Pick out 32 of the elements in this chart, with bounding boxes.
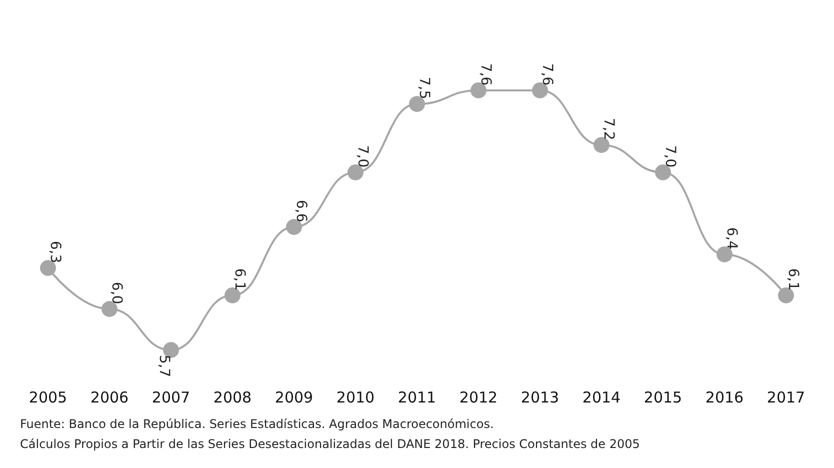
data-label: 6,3 bbox=[47, 240, 63, 264]
text: Cálculos Propios a Partir de las Series Desestacionalizadas del DANE 2018. Precios Constantes de 2005 bbox=[20, 437, 640, 451]
x-tick-label: 2012 bbox=[459, 388, 498, 406]
data-label: 7,2 bbox=[600, 118, 616, 140]
data-label: 7,6 bbox=[478, 63, 494, 86]
data-label: 6,1 bbox=[232, 268, 248, 290]
x-tick-label: 2016 bbox=[705, 388, 744, 406]
data-label: 5,7 bbox=[156, 354, 172, 378]
point bbox=[40, 260, 56, 276]
x-tick-label: 2006 bbox=[90, 388, 129, 406]
x-tick-label: 2008 bbox=[213, 388, 252, 406]
x-tick-label: 2017 bbox=[766, 388, 806, 406]
x-tick-label: 2013 bbox=[520, 388, 560, 406]
x-tick-label: 2014 bbox=[582, 388, 621, 406]
data-label: 6,1 bbox=[785, 268, 801, 290]
data-label: 6,6 bbox=[293, 200, 309, 222]
data-label: 7,0 bbox=[662, 145, 678, 168]
x-tick-label: 2007 bbox=[152, 388, 190, 406]
x-tick-label: 2005 bbox=[28, 388, 68, 406]
x-tick-label: 2015 bbox=[644, 388, 682, 406]
point bbox=[163, 342, 179, 358]
data-label: 6,0 bbox=[108, 282, 124, 304]
data-label: 7,6 bbox=[539, 63, 555, 86]
point bbox=[409, 96, 425, 112]
x-tick-label: 2011 bbox=[398, 388, 436, 406]
data-label: 7,0 bbox=[354, 145, 370, 168]
x-tick-label: 2009 bbox=[274, 388, 314, 406]
point bbox=[594, 137, 610, 153]
data-label: 6,4 bbox=[724, 227, 740, 250]
source-note: Fuente: Banco de la República. Series Estadísticas. Agrados Macroeconómicos. bbox=[20, 417, 494, 431]
x-tick-label: 2010 bbox=[336, 388, 375, 406]
data-label: 7,5 bbox=[416, 76, 432, 100]
